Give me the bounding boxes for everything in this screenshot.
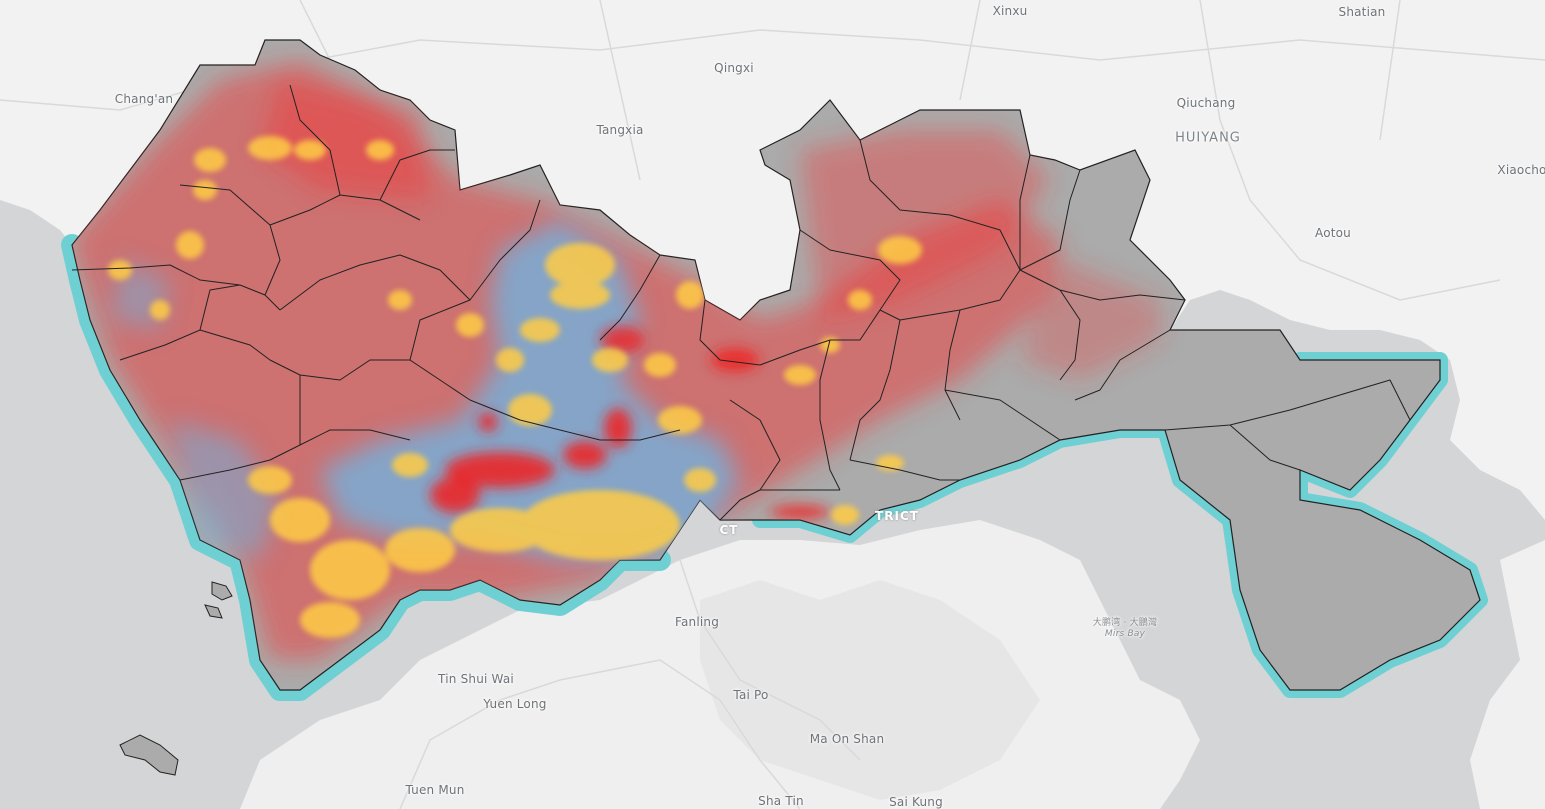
island-tiny-2 bbox=[204, 604, 223, 619]
place-label-tai-po: Tai Po bbox=[733, 688, 769, 702]
place-label-ma-on-shan: Ma On Shan bbox=[809, 732, 885, 746]
place-label-mirs-bay: 大鹏湾 · 大鵬灣 Mirs Bay bbox=[1093, 618, 1157, 640]
place-label-shatian: Shatian bbox=[1338, 5, 1386, 19]
place-label-tangxia: Tangxia bbox=[596, 123, 644, 137]
land-east-islands bbox=[1470, 540, 1545, 809]
place-label-aotou: Aotou bbox=[1315, 226, 1351, 240]
place-label-huiyang: HUIYANG bbox=[1175, 130, 1241, 146]
mirs-bay-english: Mirs Bay bbox=[1104, 629, 1146, 639]
place-label-changan: Chang'an bbox=[114, 92, 174, 106]
land-hong-kong-hills bbox=[700, 580, 1040, 800]
district-label-trict: TRICT bbox=[875, 509, 919, 523]
place-label-qingxi: Qingxi bbox=[714, 61, 754, 75]
district-label-ct: CT bbox=[719, 523, 739, 537]
place-label-tin-shui-wai: Tin Shui Wai bbox=[438, 672, 514, 686]
place-label-yuen-long: Yuen Long bbox=[483, 697, 547, 711]
place-label-fanling: Fanling bbox=[674, 615, 720, 629]
place-label-xinxu: Xinxu bbox=[992, 4, 1028, 18]
place-label-qiuchang: Qiuchang bbox=[1176, 96, 1236, 110]
district-boundaries bbox=[71, 84, 1411, 521]
density-overlay bbox=[72, 60, 1160, 660]
place-label-sha-tin: Sha Tin bbox=[758, 794, 804, 808]
place-label-tuen-mun: Tuen Mun bbox=[405, 783, 465, 797]
mirs-bay-chinese: 大鹏湾 · 大鵬灣 bbox=[1092, 618, 1158, 628]
place-label-xiaocho: Xiaocho bbox=[1497, 163, 1545, 177]
place-label-sai-kung: Sai Kung bbox=[889, 795, 943, 809]
island-small bbox=[119, 734, 179, 776]
island-tiny-1 bbox=[211, 581, 233, 601]
